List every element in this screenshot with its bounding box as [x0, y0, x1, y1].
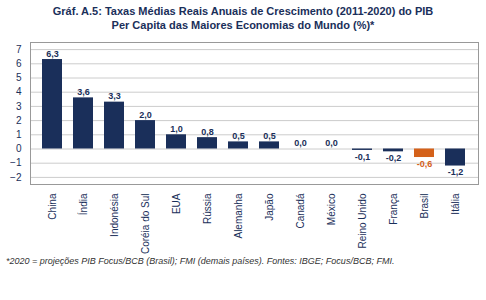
- svg-text:México: México: [326, 193, 337, 225]
- svg-text:Indonésia: Indonésia: [109, 193, 120, 237]
- html-text:Per Capita das Maiores Economi: Per Capita das Maiores Economias do Mund…: [111, 19, 375, 31]
- svg-text:China: China: [47, 193, 58, 220]
- svg-text:-0,2: -0,2: [386, 153, 402, 163]
- svg-text:2,0: 2,0: [139, 110, 152, 120]
- svg-text:-0,6: -0,6: [417, 159, 433, 169]
- svg-text:Índia: Índia: [77, 193, 89, 215]
- svg-text:0: 0: [16, 143, 22, 154]
- svg-text:0,8: 0,8: [201, 127, 214, 137]
- html-text:Gráf. A.5: Taxas Médias Reais: Gráf. A.5: Taxas Médias Reais Anuais de …: [52, 5, 434, 17]
- svg-text:-0,1: -0,1: [355, 152, 371, 162]
- svg-text:0,5: 0,5: [263, 131, 276, 141]
- svg-text:0,5: 0,5: [232, 131, 245, 141]
- svg-text:Reino Unido: Reino Unido: [357, 193, 368, 248]
- svg-text:7: 7: [16, 44, 22, 55]
- svg-text:5: 5: [16, 72, 22, 83]
- svg-text:EUA: EUA: [171, 193, 182, 214]
- svg-text:−1: −1: [10, 157, 22, 168]
- svg-text:3,3: 3,3: [108, 91, 121, 101]
- svg-text:2: 2: [16, 115, 22, 126]
- svg-text:França: França: [388, 193, 399, 225]
- svg-text:0,0: 0,0: [325, 138, 338, 148]
- svg-text:Alemanha: Alemanha: [233, 193, 244, 238]
- svg-text:Rússia: Rússia: [202, 193, 213, 224]
- svg-text:1,0: 1,0: [170, 124, 183, 134]
- svg-text:Canadá: Canadá: [295, 193, 306, 228]
- svg-text:3,6: 3,6: [77, 87, 90, 97]
- svg-text:Brasil: Brasil: [419, 194, 430, 219]
- svg-text:Coréia do Sul: Coréia do Sul: [140, 194, 151, 255]
- svg-text:4: 4: [16, 86, 22, 97]
- svg-text:6: 6: [16, 58, 22, 69]
- svg-text:3: 3: [16, 101, 22, 112]
- svg-text:Japão: Japão: [264, 193, 275, 221]
- html-text:*2020 = projeções PIB Focus/BC: *2020 = projeções PIB Focus/BCB (Brasil)…: [6, 256, 395, 266]
- svg-text:Itália: Itália: [450, 193, 461, 215]
- svg-text:−2: −2: [10, 172, 22, 183]
- svg-text:6,3: 6,3: [46, 49, 59, 59]
- svg-text:-1,2: -1,2: [448, 167, 464, 177]
- svg-text:1: 1: [16, 129, 22, 140]
- svg-text:0,0: 0,0: [294, 138, 307, 148]
